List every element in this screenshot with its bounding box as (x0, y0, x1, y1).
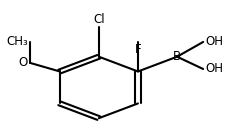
Text: O: O (19, 56, 28, 69)
Text: Cl: Cl (93, 13, 105, 26)
Text: CH₃: CH₃ (6, 35, 28, 48)
Text: OH: OH (205, 63, 223, 75)
Text: F: F (135, 43, 141, 56)
Text: B: B (173, 50, 181, 63)
Text: OH: OH (205, 35, 223, 48)
